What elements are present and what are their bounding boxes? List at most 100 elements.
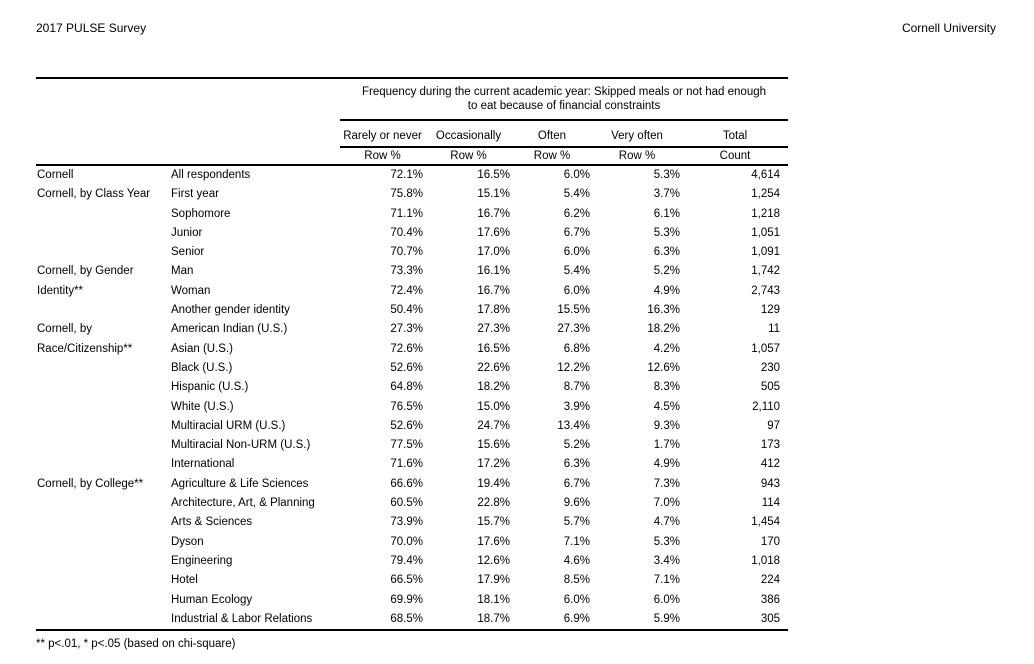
report-title: 2017 PULSE Survey [36, 21, 147, 35]
percent-value: 17.8% [477, 304, 510, 317]
column-header-total: Total [682, 120, 789, 148]
percent-value: 6.0% [563, 593, 590, 606]
percent-value: 8.3% [653, 381, 680, 394]
percent-value: 12.2% [557, 361, 590, 374]
count-value: 943 [760, 477, 781, 490]
percent-value: 17.2% [477, 458, 510, 471]
percent-value: 72.1% [340, 163, 425, 186]
percent-value: 15.0% [477, 400, 510, 413]
count-value: 1,051 [751, 226, 781, 239]
count-value: 170 [760, 535, 781, 548]
column-subheader-row-pct-1: Row % [364, 150, 401, 162]
row-group-label: Cornell, by College** [37, 477, 144, 490]
row-category-label: White (U.S.) [171, 400, 234, 413]
column-subheader-row-pct-4: Row % [618, 150, 656, 162]
percent-value: 71.6% [390, 458, 423, 471]
row-category-label: Hispanic (U.S.) [171, 381, 249, 394]
percent-value: 15.1% [477, 188, 510, 201]
row-category-label: Industrial & Labor Relations [171, 612, 313, 625]
percent-value: 3.9% [563, 400, 590, 413]
count-value: 1,254 [751, 188, 781, 201]
percent-value: 15.7% [477, 516, 510, 529]
percent-value: 5.2% [563, 439, 590, 452]
table-row: Cornell, by Race/Citizenship** American I… [36, 320, 788, 354]
percent-value: 18.7% [477, 612, 510, 625]
survey-table-container: Frequency during the current academic ye… [36, 77, 789, 632]
percent-value: 6.7% [563, 226, 590, 239]
percent-value: 15.6% [477, 439, 510, 452]
row-category-label: Architecture, Art, & Planning [171, 497, 315, 510]
percent-value: 6.0% [653, 593, 680, 606]
count-value: 412 [760, 458, 781, 471]
percent-value: 73.9% [390, 516, 423, 529]
percent-value: 27.3% [390, 323, 423, 336]
table-row: Multiracial URM (U.S.) 52.6% 24.7% 13.4% 9.3… [36, 417, 788, 436]
page-header: 2017 PULSE Survey Cornell University [36, 21, 996, 35]
percent-value: 7.1% [563, 535, 590, 548]
percent-value: 75.8% [390, 188, 423, 201]
percent-value: 6.0% [563, 246, 590, 259]
percent-value: 16.1% [477, 265, 510, 278]
percent-value: 22.8% [477, 497, 510, 510]
percent-value: 6.1% [653, 207, 680, 220]
percent-value: 5.7% [563, 516, 590, 529]
table-row: White (U.S.) 76.5% 15.0% 3.9% 4.5% 2,110 [36, 398, 788, 417]
count-value: 1,018 [751, 554, 781, 567]
percent-value: 27.3% [477, 323, 510, 336]
percent-value: 6.3% [563, 458, 590, 471]
row-group-label: Cornell [36, 163, 170, 186]
percent-value: 6.0% [512, 163, 592, 186]
percent-value: 70.0% [390, 535, 423, 548]
count-value: 4,614 [682, 163, 789, 186]
percent-value: 27.3% [557, 323, 590, 336]
table-row: Hotel 66.5% 17.9% 8.5% 7.1% 224 [36, 571, 788, 590]
percent-value: 15.5% [557, 304, 590, 317]
percent-value: 71.1% [390, 207, 423, 220]
percent-value: 13.4% [557, 419, 590, 432]
row-group-label: Cornell, by Class Year [37, 188, 151, 201]
percent-value: 5.4% [563, 265, 590, 278]
count-value: 2,110 [752, 400, 781, 413]
percent-value: 7.1% [653, 574, 680, 587]
percent-value: 22.6% [477, 361, 510, 374]
percent-value: 17.6% [477, 226, 510, 239]
table-row: Cornell, by Gender Identity** Man 73.3% 16.… [36, 262, 788, 296]
row-category-label: American Indian (U.S.) [171, 323, 288, 336]
count-value: 2,743 [751, 284, 781, 297]
percent-value: 6.0% [563, 284, 590, 297]
percent-value: 17.0% [477, 246, 510, 259]
table-row: Engineering 79.4% 12.6% 4.6% 3.4% 1,018 [36, 552, 788, 571]
percent-value: 8.5% [563, 574, 590, 587]
percent-value: 18.2% [647, 323, 680, 336]
percent-value: 12.6% [647, 361, 680, 374]
row-category-label: Woman [171, 284, 211, 297]
percent-value: 4.9% [653, 458, 680, 471]
percent-value: 4.7% [653, 516, 680, 529]
percent-value: 16.7% [477, 207, 510, 220]
percent-value: 3.7% [653, 188, 680, 201]
table-body: Cornell All respondents 72.1% 16.5% 6.0% 5.3%… [36, 163, 789, 630]
table-row: Cornell, by Class Year First year 75.8% 15.… [36, 185, 788, 204]
percent-value: 77.5% [390, 439, 423, 452]
percent-value: 9.3% [653, 419, 680, 432]
count-value: 305 [760, 612, 781, 625]
footnote: ** p<.01, * p<.05 (based on chi-square) [36, 638, 236, 650]
percent-value: 16.5% [477, 342, 510, 355]
table-row: Industrial & Labor Relations 68.5% 18.7% 6.… [36, 610, 788, 630]
row-category-label: International [171, 458, 235, 471]
table-question-header: Frequency during the current academic ye… [340, 78, 789, 121]
percent-value: 60.5% [390, 497, 423, 510]
percent-value: 17.9% [477, 574, 510, 587]
percent-value: 3.4% [653, 554, 680, 567]
count-value: 114 [761, 497, 781, 510]
percent-value: 69.9% [390, 593, 423, 606]
table-row: Black (U.S.) 52.6% 22.6% 12.2% 12.6% 230 [36, 359, 788, 378]
row-category-label: Engineering [171, 554, 233, 567]
count-value: 230 [760, 361, 781, 374]
column-header-rarely-or-never: Rarely or never [340, 120, 425, 148]
percent-value: 70.7% [390, 246, 423, 259]
row-category-label: Man [171, 265, 194, 278]
percent-value: 4.5% [653, 400, 680, 413]
percent-value: 9.6% [563, 497, 590, 510]
